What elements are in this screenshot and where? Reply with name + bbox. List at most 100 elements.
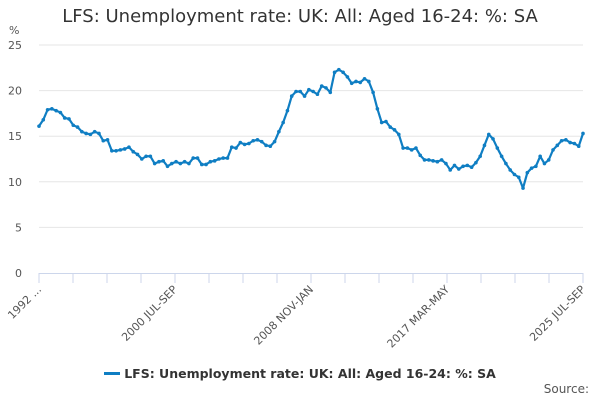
data-point (319, 84, 324, 88)
data-point (542, 161, 547, 166)
data-point (409, 148, 414, 152)
data-point (371, 90, 375, 95)
data-point (242, 142, 247, 147)
data-point (482, 143, 487, 148)
data-point (388, 125, 393, 129)
data-point (234, 146, 238, 150)
data-point (516, 175, 521, 180)
data-point (448, 168, 453, 172)
data-point (581, 131, 585, 136)
data-point (272, 139, 277, 144)
data-point (144, 154, 148, 159)
data-point (204, 162, 208, 167)
data-point (362, 76, 367, 81)
data-point (110, 148, 114, 153)
data-point (101, 138, 106, 143)
data-point (148, 154, 153, 159)
data-point (349, 81, 354, 86)
data-point (392, 128, 397, 132)
data-point (97, 131, 101, 136)
x-tick-label: 1992 ... (5, 283, 44, 322)
data-point (294, 89, 298, 94)
data-point (174, 159, 178, 164)
data-point (444, 161, 448, 166)
data-point (229, 145, 234, 149)
data-point (217, 157, 221, 161)
data-point (62, 116, 67, 120)
data-point (559, 138, 564, 143)
y-axis-label: % (9, 24, 20, 37)
data-point (529, 166, 534, 170)
legend[interactable]: LFS: Unemployment rate: UK: All: Aged 16… (0, 366, 600, 381)
data-point (504, 161, 508, 166)
data-point (165, 164, 170, 169)
data-point (358, 80, 363, 85)
data-point (54, 108, 58, 113)
data-point (486, 132, 491, 137)
line-chart: 0 5 10 15 20 25 1992 ... 2000 JUL-SEP 2008 NOV-J… (5, 39, 588, 351)
data-point (435, 159, 440, 164)
data-point (354, 79, 358, 84)
data-point (324, 86, 328, 90)
data-point (367, 79, 371, 84)
y-tick-label: 15 (8, 130, 22, 143)
data-point (379, 120, 384, 125)
data-point (307, 87, 311, 92)
data-point (397, 132, 401, 137)
data-point (251, 138, 255, 143)
data-point (105, 138, 110, 142)
data-point (465, 163, 470, 168)
legend-label: LFS: Unemployment rate: UK: All: Aged 16… (124, 366, 496, 381)
data-point (264, 143, 268, 148)
data-point (478, 154, 482, 159)
data-point (80, 129, 84, 134)
data-point (225, 156, 230, 160)
data-point (461, 164, 465, 169)
data-point (439, 158, 444, 162)
data-point (555, 143, 560, 148)
data-point (122, 147, 127, 151)
data-point (277, 129, 281, 134)
data-point (456, 167, 461, 171)
data-point (67, 117, 71, 121)
data-point (315, 92, 320, 97)
data-point (268, 144, 273, 149)
data-point (118, 148, 123, 152)
data-point (345, 75, 350, 79)
data-point (255, 138, 260, 142)
data-point (71, 123, 76, 128)
data-point (41, 117, 46, 122)
data-point (426, 158, 431, 162)
data-point (127, 145, 131, 149)
x-tick-label: 2025 JUL-SEP (527, 283, 588, 344)
data-point (208, 159, 213, 164)
data-point (491, 137, 495, 141)
data-point (418, 153, 423, 158)
data-point (199, 162, 204, 167)
data-point (341, 70, 345, 75)
data-point (328, 90, 333, 95)
data-point (84, 131, 88, 136)
chart-title: LFS: Unemployment rate: UK: All: Aged 16… (62, 6, 538, 27)
data-point (281, 120, 285, 125)
data-point (191, 156, 196, 160)
data-point (140, 157, 144, 161)
data-point (474, 160, 478, 165)
data-point (221, 156, 225, 160)
data-point (337, 67, 341, 72)
y-tick-label: 25 (8, 39, 22, 52)
data-point (152, 161, 157, 166)
source-label: Source: (543, 382, 589, 396)
data-point (422, 158, 427, 162)
data-point (572, 141, 577, 146)
data-point (75, 125, 80, 129)
data-point (195, 156, 200, 160)
data-point (289, 94, 294, 98)
series-line (38, 68, 585, 190)
data-point (495, 146, 500, 150)
data-point (114, 148, 118, 153)
data-point (401, 146, 405, 150)
data-point (521, 186, 525, 190)
data-point (508, 168, 512, 172)
data-point (538, 154, 542, 159)
